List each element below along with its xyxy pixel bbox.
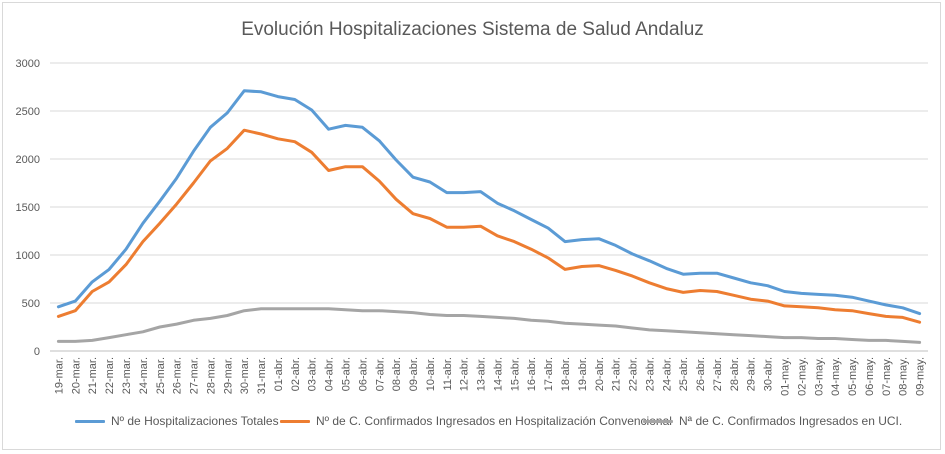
x-tick-label: 20-abr. <box>594 357 606 391</box>
legend-label: Nº de Hospitalizaciones Totales <box>111 414 279 428</box>
x-tick-label: 06-abr. <box>357 357 369 391</box>
x-tick-label: 28-abr. <box>729 357 741 391</box>
x-tick-label: 09-may. <box>915 357 927 396</box>
x-tick-label: 08-may. <box>898 357 910 396</box>
series-lines <box>56 89 922 344</box>
x-tick-label: 01-may. <box>779 357 791 396</box>
x-tick-label: 02-abr. <box>290 357 302 391</box>
x-tick-label: 03-may. <box>813 357 825 396</box>
legend-item-uci: Nª de C. Confirmados Ingresados en UCI. <box>643 414 902 428</box>
x-tick-label: 03-abr. <box>307 357 319 391</box>
y-tick-label: 1500 <box>16 202 40 214</box>
x-tick-label: 10-abr. <box>425 357 437 391</box>
x-tick-label: 07-may. <box>881 357 893 396</box>
gridlines <box>50 62 928 352</box>
x-tick-label: 30-abr. <box>763 357 775 391</box>
x-tick-label: 29-abr. <box>746 357 758 391</box>
x-tick-label: 31-mar. <box>256 357 268 394</box>
x-tick-label: 23-mar. <box>121 357 133 394</box>
x-tick-label: 18-abr. <box>560 357 572 391</box>
x-tick-label: 28-mar. <box>205 357 217 394</box>
x-axis-ticks: 19-mar. 20-mar. 21-mar. 22-mar. 23-mar. 24-ma… <box>53 357 926 396</box>
x-tick-label: 25-mar. <box>155 357 167 394</box>
x-tick-label: 19-abr. <box>577 357 589 391</box>
chart-title: Evolución Hospitalizaciones Sistema de S… <box>241 19 704 40</box>
x-tick-label: 27-abr. <box>712 357 724 391</box>
x-tick-label: 07-abr. <box>374 357 386 391</box>
x-tick-label: 13-abr. <box>476 357 488 391</box>
x-tick-label: 16-abr. <box>526 357 538 391</box>
y-tick-label: 2500 <box>16 106 40 118</box>
x-tick-label: 01-abr. <box>273 357 285 391</box>
x-tick-label: 12-abr. <box>459 357 471 391</box>
x-tick-label: 26-mar. <box>172 357 184 394</box>
y-axis-ticks: 0 500 1000 1500 2000 2500 3000 <box>16 58 40 358</box>
x-tick-label: 05-abr. <box>340 357 352 391</box>
x-tick-label: 22-mar. <box>104 357 116 394</box>
y-tick-label: 2000 <box>16 154 40 166</box>
x-tick-label: 29-mar. <box>222 357 234 394</box>
x-tick-label: 08-abr. <box>391 357 403 391</box>
x-tick-label: 20-mar. <box>70 357 82 394</box>
legend-item-hospitalizaciones-totales: Nº de Hospitalizaciones Totales <box>75 414 279 428</box>
series-line-0 <box>56 89 922 316</box>
x-tick-label: 24-mar. <box>138 357 150 394</box>
x-tick-label: 26-abr. <box>695 357 707 391</box>
x-tick-label: 19-mar. <box>53 357 65 394</box>
legend: Nº de Hospitalizaciones Totales Nº de C.… <box>0 414 945 434</box>
x-tick-label: 21-mar. <box>87 357 99 394</box>
legend-label: Nª de C. Confirmados Ingresados en UCI. <box>679 414 903 428</box>
x-tick-label: 24-abr. <box>661 357 673 391</box>
x-tick-label: 21-abr. <box>611 357 623 391</box>
x-tick-label: 02-may. <box>796 357 808 396</box>
x-tick-label: 09-abr. <box>408 357 420 391</box>
y-tick-label: 1000 <box>16 250 40 262</box>
x-tick-label: 22-abr. <box>628 357 640 391</box>
x-tick-label: 23-abr. <box>644 357 656 391</box>
series-line-2 <box>56 307 922 344</box>
x-tick-label: 25-abr. <box>678 357 690 391</box>
y-tick-label: 3000 <box>16 58 40 70</box>
x-tick-label: 30-mar. <box>239 357 251 394</box>
x-tick-label: 17-abr. <box>543 357 555 391</box>
y-tick-label: 500 <box>22 298 40 310</box>
legend-label: Nº de C. Confirmados Ingresados en Hospi… <box>316 414 672 428</box>
x-tick-label: 04-may. <box>830 357 842 396</box>
legend-swatch-blue <box>75 419 105 423</box>
legend-item-convencional: Nº de C. Confirmados Ingresados en Hospi… <box>280 414 672 428</box>
x-tick-label: 15-abr. <box>509 357 521 391</box>
x-tick-label: 05-may. <box>847 357 859 396</box>
x-tick-label: 27-mar. <box>189 357 201 394</box>
y-tick-label: 0 <box>34 346 40 358</box>
legend-swatch-orange <box>280 419 310 423</box>
series-line-1 <box>56 128 922 324</box>
legend-swatch-gray <box>643 419 673 423</box>
x-tick-label: 11-abr. <box>442 357 454 390</box>
x-tick-label: 04-abr. <box>324 357 336 391</box>
x-tick-label: 06-may. <box>864 357 876 396</box>
x-tick-label: 14-abr. <box>492 357 504 391</box>
